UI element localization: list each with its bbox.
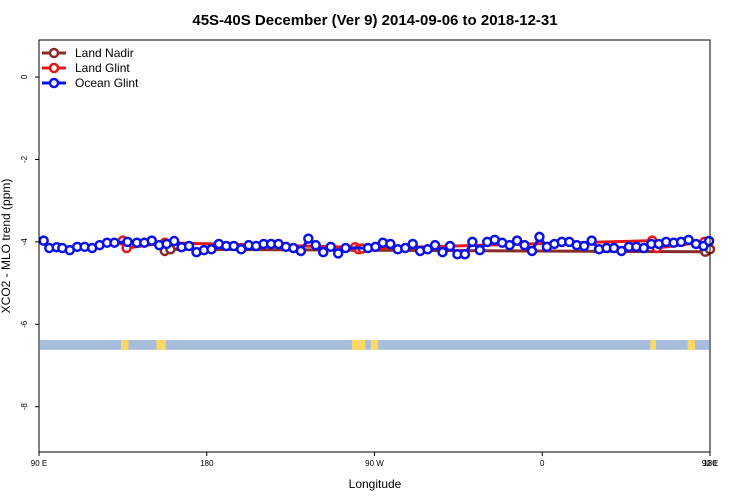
data-point: [444, 240, 456, 252]
y-axis: 0 -2 -4 -6 -8: [20, 74, 39, 410]
x-tick-label: 180: [200, 459, 214, 468]
data-point: [703, 235, 715, 247]
land-segment: [370, 339, 379, 350]
data-point: [206, 244, 217, 255]
data-point: [146, 235, 158, 246]
land-segment: [156, 339, 166, 350]
y-tick-label: -4: [20, 238, 29, 246]
data-point: [400, 242, 411, 254]
x-tick-label: 90 E: [31, 459, 47, 468]
legend-item: Ocean Glint: [42, 76, 139, 90]
series-ocean-glint: [38, 231, 715, 260]
x-tick-label: 90 W: [365, 459, 384, 468]
legend-item: Land Nadir: [42, 46, 134, 60]
data-point: [325, 241, 336, 253]
data-point: [407, 238, 418, 250]
data-point: [638, 242, 650, 254]
y-tick-label: 0: [20, 74, 29, 79]
data-point: [437, 246, 448, 258]
y-tick-label: -2: [20, 155, 29, 163]
land-segment: [352, 339, 366, 350]
data-point: [38, 235, 49, 246]
data-point: [519, 239, 530, 251]
y-tick-label: -6: [20, 320, 29, 328]
legend-label: Land Glint: [75, 61, 130, 75]
y-tick-label: -8: [20, 403, 29, 411]
land-segment: [650, 339, 656, 350]
data-point: [511, 235, 523, 246]
y-axis-label: XCO2 - MLO trend (ppm): [0, 179, 13, 314]
land-ocean-band: [40, 339, 709, 350]
data-point: [303, 233, 314, 244]
data-point: [340, 242, 351, 254]
data-point: [332, 248, 344, 259]
data-point: [109, 237, 120, 248]
data-point: [578, 240, 590, 252]
data-point: [474, 244, 486, 256]
data-point: [310, 239, 322, 251]
data-point: [122, 236, 133, 248]
data-point: [467, 236, 478, 248]
x-axis-label: Longitude: [349, 477, 402, 491]
series-group: [38, 231, 716, 260]
data-point: [504, 239, 515, 251]
data-point: [534, 231, 545, 243]
data-point: [429, 239, 441, 251]
data-point: [295, 245, 307, 257]
data-point: [235, 244, 247, 255]
data-point: [168, 235, 180, 247]
data-point: [317, 246, 329, 258]
data-point: [422, 244, 433, 255]
legend-marker: [48, 62, 60, 74]
land-segment: [687, 339, 696, 350]
legend-label: Ocean Glint: [75, 76, 139, 90]
legend-label: Land Nadir: [75, 46, 134, 60]
land-segment: [121, 339, 129, 350]
legend-marker: [48, 77, 60, 89]
data-point: [683, 234, 694, 246]
data-point: [183, 240, 195, 252]
data-point: [526, 245, 538, 257]
data-point: [385, 238, 396, 250]
data-point: [586, 235, 597, 246]
x-tick-label: 90 E: [702, 459, 718, 468]
data-point: [370, 241, 381, 253]
data-point: [616, 245, 627, 257]
chart-title: 45S-40S December (Ver 9) 2014-09-06 to 2…: [192, 12, 557, 29]
x-tick-label: 0: [540, 459, 545, 468]
legend-item: Land Glint: [42, 61, 130, 75]
x-tick-label: 180: [703, 459, 717, 468]
legend-marker: [48, 47, 60, 59]
data-point: [459, 248, 471, 260]
